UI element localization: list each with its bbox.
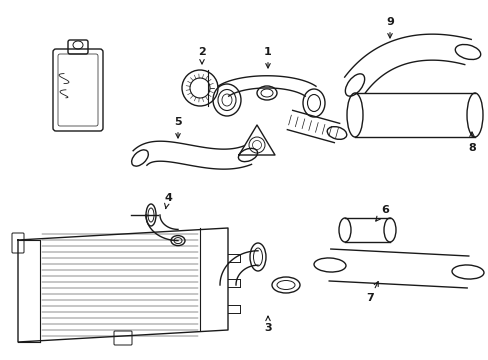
Text: 6: 6 <box>375 205 388 221</box>
Text: 4: 4 <box>164 193 172 208</box>
Text: 2: 2 <box>198 47 205 64</box>
Text: 1: 1 <box>264 47 271 68</box>
Text: 5: 5 <box>174 117 182 138</box>
Text: 9: 9 <box>385 17 393 38</box>
Text: 8: 8 <box>467 132 475 153</box>
Text: 3: 3 <box>264 316 271 333</box>
Text: 7: 7 <box>366 282 377 303</box>
